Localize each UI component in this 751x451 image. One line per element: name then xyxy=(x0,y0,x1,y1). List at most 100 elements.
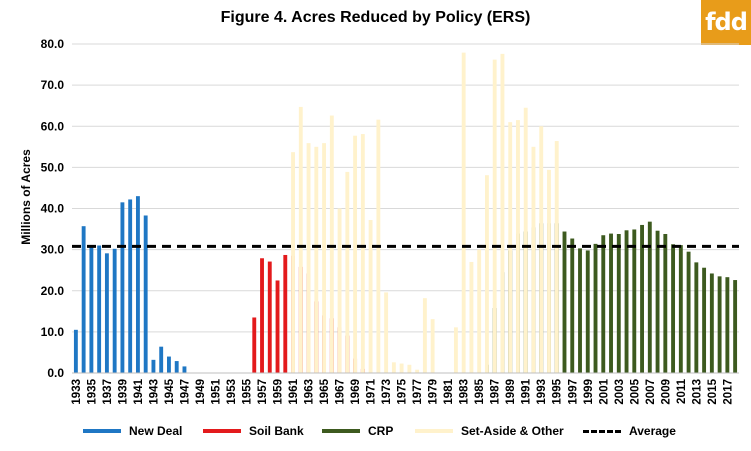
bar-set-aside-other xyxy=(453,327,458,373)
legend-item-new-deal: New Deal xyxy=(83,422,182,440)
bar-set-aside-other xyxy=(322,143,327,373)
y-tick-label: 20.0 xyxy=(41,284,65,298)
x-tick-label: 1989 xyxy=(505,379,517,405)
legend: New Deal Soil Bank CRP Set-Aside & Other… xyxy=(0,422,751,440)
x-tick-label: 1957 xyxy=(257,379,269,405)
bar-crp xyxy=(578,248,582,373)
x-tick-label: 2017 xyxy=(722,379,734,405)
y-tick-label: 30.0 xyxy=(41,243,65,257)
bar-crp xyxy=(593,243,598,373)
bar-crp xyxy=(702,267,707,373)
bar-crp xyxy=(671,244,676,373)
x-tick-label: 1985 xyxy=(474,378,486,404)
legend-swatch-soil-bank xyxy=(203,429,241,433)
bar-set-aside-other xyxy=(523,107,528,374)
y-tick-label: 60.0 xyxy=(41,119,65,133)
x-tick-label: 1965 xyxy=(319,378,331,404)
x-tick-label: 1967 xyxy=(335,379,347,405)
x-tick-label: 1997 xyxy=(567,379,579,405)
bar-set-aside-other xyxy=(415,369,420,373)
bar-set-aside-other xyxy=(360,134,365,373)
x-tick-label: 1961 xyxy=(288,378,300,404)
bar-new-deal xyxy=(143,215,148,373)
bar-new-deal xyxy=(73,329,78,373)
legend-item-set-aside: Set-Aside & Other xyxy=(415,422,564,440)
bar-set-aside-other xyxy=(500,53,505,374)
x-tick-label: 2015 xyxy=(707,378,719,404)
legend-swatch-new-deal xyxy=(83,429,121,433)
bar-set-aside-other xyxy=(547,169,551,373)
bar-crp xyxy=(694,262,699,373)
bar-set-aside-other xyxy=(539,126,544,373)
x-tick-label: 1987 xyxy=(490,379,502,405)
x-tick-label: 1981 xyxy=(443,378,455,404)
bar-crp xyxy=(640,224,644,373)
legend-label-crp: CRP xyxy=(368,424,394,438)
x-tick-label: 2005 xyxy=(629,378,641,404)
chart-title: Figure 4. Acres Reduced by Policy (ERS) xyxy=(220,9,531,26)
bar-crp xyxy=(725,277,730,373)
bar-set-aside-other xyxy=(329,115,334,374)
bar-set-aside-other xyxy=(492,59,497,373)
bar-set-aside-other xyxy=(422,298,427,373)
x-tick-label: 2013 xyxy=(691,379,703,405)
fdd-logo: fdd xyxy=(701,0,751,45)
bar-soil-bank xyxy=(260,258,264,373)
bar-new-deal xyxy=(112,248,117,373)
x-tick-label: 1979 xyxy=(428,379,440,405)
x-tick-label: 1953 xyxy=(226,379,238,405)
bar-new-deal xyxy=(89,247,94,373)
x-tick-label: 1973 xyxy=(381,379,393,405)
legend-item-average: Average xyxy=(583,422,676,440)
x-tick-label: 1951 xyxy=(210,378,222,404)
x-tick-label: 2011 xyxy=(676,378,688,404)
x-tick-label: 1955 xyxy=(242,378,254,404)
x-tick-label: 1993 xyxy=(536,379,548,405)
x-tick-label: 1943 xyxy=(148,379,160,405)
bar-set-aside-other xyxy=(531,146,536,373)
bar-set-aside-other xyxy=(484,175,489,373)
bar-crp xyxy=(609,233,613,373)
x-tick-label: 2001 xyxy=(598,378,610,404)
bar-crp xyxy=(624,230,629,373)
y-tick-label: 80.0 xyxy=(41,37,65,51)
x-tick-label: 1933 xyxy=(71,379,83,405)
bar-set-aside-other xyxy=(368,220,373,373)
bar-new-deal xyxy=(97,245,102,373)
x-tick-label: 1971 xyxy=(366,378,378,404)
bar-set-aside-other xyxy=(469,261,474,373)
bar-set-aside-other xyxy=(391,362,396,373)
bar-crp xyxy=(601,235,606,373)
legend-swatch-average xyxy=(583,429,621,433)
bar-set-aside-other xyxy=(407,364,412,373)
bar-new-deal xyxy=(151,359,156,373)
bar-soil-bank xyxy=(267,261,272,373)
y-tick-label: 70.0 xyxy=(41,78,65,92)
bar-soil-bank xyxy=(283,254,288,373)
legend-label-new-deal: New Deal xyxy=(129,424,183,438)
bar-crp xyxy=(647,221,652,373)
x-tick-label: 1969 xyxy=(350,379,362,405)
legend-label-soil-bank: Soil Bank xyxy=(249,424,304,438)
x-tick-label: 1963 xyxy=(304,379,316,405)
bar-set-aside-other xyxy=(314,146,319,373)
legend-item-soil-bank: Soil Bank xyxy=(203,422,304,440)
x-tick-label: 1945 xyxy=(164,378,176,404)
bar-set-aside-other xyxy=(345,171,350,373)
x-tick-label: 1937 xyxy=(102,379,114,405)
bar-crp xyxy=(585,250,590,373)
x-tick-label: 1947 xyxy=(179,379,191,405)
bar-new-deal xyxy=(174,361,179,373)
bar-set-aside-other xyxy=(477,249,482,373)
bar-crp xyxy=(663,233,668,373)
bar-new-deal xyxy=(135,196,140,373)
x-tick-label: 1935 xyxy=(86,378,98,404)
bar-set-aside-other xyxy=(291,152,295,373)
bar-crp xyxy=(616,233,621,373)
bar-crp xyxy=(570,238,575,373)
y-tick-label: 10.0 xyxy=(41,325,65,339)
bar-new-deal xyxy=(182,366,187,373)
legend-label-average: Average xyxy=(629,424,676,438)
x-tick-label: 1999 xyxy=(583,379,595,405)
x-tick-label: 1939 xyxy=(117,379,129,405)
